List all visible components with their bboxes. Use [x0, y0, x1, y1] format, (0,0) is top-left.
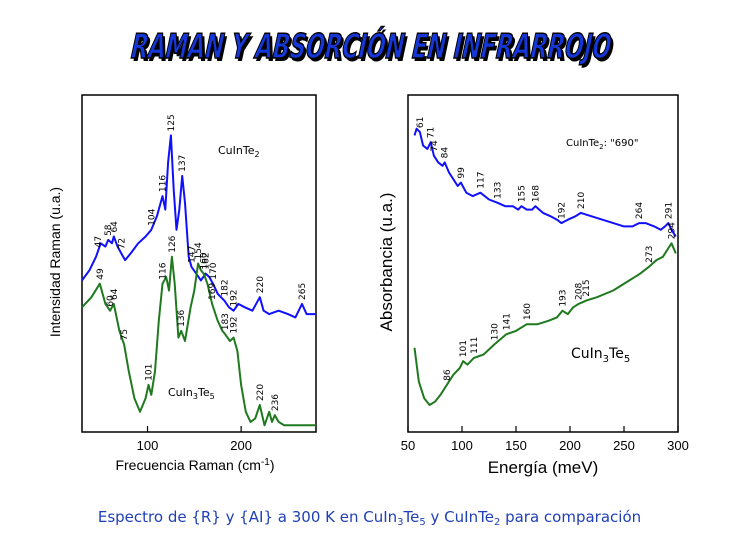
peak-label: 273: [645, 246, 655, 263]
absorption-series-group: [413, 127, 677, 406]
series-line: [81, 134, 316, 319]
peak-label: 215: [582, 279, 592, 296]
peak-label: 74: [430, 140, 440, 152]
peak-label: 99: [457, 167, 467, 179]
slide-caption: Espectro de {R} y {AI} a 300 K en CuIn3T…: [97, 508, 642, 528]
peak-label: 101: [144, 364, 154, 381]
series-line: [81, 255, 316, 427]
absorption-x-axis: 50 100 150 200 250 300: [401, 426, 689, 453]
peak-label: 111: [470, 337, 480, 354]
x-tick-label: 200: [559, 438, 581, 453]
peak-label: 154: [194, 242, 204, 259]
peak-label: 160: [523, 303, 533, 320]
x-tick-label: 200: [230, 438, 252, 453]
slide-title: RAMAN Y ABSORCIÓN EN INFRARROJO RAMAN Y …: [0, 12, 739, 72]
peak-label: 49: [96, 268, 106, 280]
peak-label: 101: [459, 340, 469, 357]
peak-label: 147: [188, 246, 198, 263]
raman-ylabel: Intensidad Raman (u.a.): [47, 187, 63, 337]
peak-label: 183: [221, 313, 231, 330]
absorption-series-label-cuinte2: CuInTe2: "690": [566, 138, 638, 151]
peak-label: 64: [110, 288, 120, 300]
slide-title-text: RAMAN Y ABSORCIÓN EN INFRARROJO: [127, 26, 616, 67]
x-tick-label: 250: [613, 438, 635, 453]
raman-x-axis: 100 200: [137, 426, 252, 453]
raman-series-group: [81, 134, 316, 427]
raman-xlabel: Frecuencia Raman (cm-1): [115, 457, 274, 473]
peak-label: 155: [517, 185, 527, 202]
peak-label: 168: [531, 185, 541, 202]
peak-label: 75: [120, 329, 130, 340]
peak-label: 220: [256, 384, 266, 401]
slide-title-graphic: RAMAN Y ABSORCIÓN EN INFRARROJO RAMAN Y …: [126, 26, 618, 70]
raman-plot-frame: [81, 94, 317, 433]
peak-label: 60: [106, 295, 116, 307]
peak-label: 137: [178, 155, 188, 172]
peak-label: 265: [298, 283, 308, 300]
peak-label: 133: [494, 182, 504, 199]
peak-label: 192: [557, 202, 567, 219]
peak-label: 208: [575, 282, 585, 299]
peak-label: 116: [158, 175, 168, 192]
peak-label: 130: [490, 323, 500, 340]
absorption-xlabel: Energía (meV): [488, 458, 599, 477]
peak-label: 160: [200, 252, 210, 269]
x-tick-label: 100: [137, 438, 159, 453]
peak-label: 192: [230, 289, 240, 306]
absorption-plot-frame: [407, 94, 679, 433]
peak-label: 182: [220, 279, 230, 296]
peak-label: 104: [147, 208, 157, 225]
peak-label: 126: [168, 235, 178, 252]
peak-label: 86: [443, 369, 453, 381]
peak-label: 220: [256, 276, 266, 293]
peak-label: 84: [441, 147, 451, 159]
series-line: [413, 242, 677, 406]
x-tick-label: 100: [451, 438, 473, 453]
peak-label: 236: [271, 394, 281, 411]
peak-label: 170: [209, 262, 219, 279]
raman-series-label-cuin3te5: CuIn3Te5: [168, 386, 215, 401]
x-tick-label: 150: [505, 438, 527, 453]
peak-label: 117: [476, 172, 486, 189]
x-tick-label: 50: [401, 438, 415, 453]
peak-label: 116: [158, 262, 168, 279]
slide-title-shadow: RAMAN Y ABSORCIÓN EN INFRARROJO: [129, 29, 618, 70]
peak-label: 64: [110, 221, 120, 233]
raman-series-label-cuinte2: CuInTe2: [218, 144, 260, 159]
peak-label: 136: [177, 309, 187, 326]
peak-label: 264: [635, 202, 645, 219]
peak-label: 291: [664, 202, 674, 219]
peak-label: 192: [230, 316, 240, 333]
peak-label: 72: [117, 238, 127, 249]
peak-label: 61: [416, 117, 426, 128]
peak-label: 141: [502, 313, 512, 330]
peak-label: 210: [577, 191, 587, 208]
peak-label: 71: [427, 127, 437, 138]
peak-label: 169: [208, 282, 218, 299]
peak-label: 58: [104, 224, 114, 236]
series-line: [413, 127, 677, 238]
absorption-ylabel: Absorbancia (u.a.): [377, 193, 396, 332]
absorption-series-label-cuin3te5: CuIn3Te5: [571, 346, 630, 365]
peak-label: 162: [202, 252, 212, 269]
peak-label: 193: [558, 289, 568, 306]
x-tick-label: 300: [667, 438, 689, 453]
peak-label: 294: [668, 222, 678, 239]
peak-label: 125: [167, 114, 177, 131]
peak-label: 47: [94, 236, 104, 247]
